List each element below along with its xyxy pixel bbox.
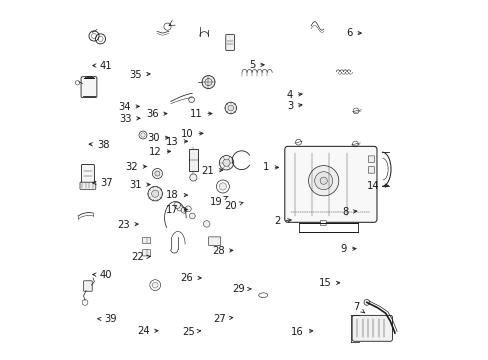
- Circle shape: [152, 282, 158, 288]
- Text: 14: 14: [366, 181, 387, 191]
- FancyBboxPatch shape: [83, 281, 92, 291]
- FancyBboxPatch shape: [81, 165, 94, 183]
- Text: 9: 9: [340, 244, 355, 254]
- Circle shape: [189, 213, 195, 219]
- Text: 13: 13: [166, 137, 187, 147]
- Text: 33: 33: [120, 114, 140, 124]
- Circle shape: [189, 174, 197, 181]
- Circle shape: [185, 206, 191, 212]
- Text: 2: 2: [274, 216, 291, 226]
- Text: 4: 4: [286, 90, 302, 100]
- FancyBboxPatch shape: [367, 156, 374, 162]
- Text: 11: 11: [189, 109, 212, 119]
- Text: 10: 10: [181, 129, 203, 139]
- Circle shape: [314, 172, 332, 190]
- Circle shape: [202, 76, 215, 89]
- Text: 31: 31: [129, 180, 150, 190]
- Text: 6: 6: [346, 28, 361, 38]
- Circle shape: [320, 177, 326, 184]
- FancyBboxPatch shape: [142, 237, 150, 244]
- Text: 8: 8: [342, 207, 356, 217]
- Text: 23: 23: [117, 220, 138, 230]
- FancyBboxPatch shape: [284, 147, 376, 222]
- Circle shape: [181, 207, 186, 213]
- FancyBboxPatch shape: [189, 149, 197, 171]
- Circle shape: [223, 159, 230, 166]
- Circle shape: [219, 156, 233, 170]
- Circle shape: [219, 183, 226, 190]
- Circle shape: [204, 78, 212, 86]
- Text: 32: 32: [125, 162, 146, 172]
- Text: 21: 21: [201, 166, 223, 176]
- Text: 39: 39: [98, 314, 117, 324]
- Text: 12: 12: [149, 147, 170, 157]
- Text: 17: 17: [166, 204, 187, 215]
- Text: 1: 1: [263, 162, 278, 172]
- Text: 27: 27: [213, 314, 232, 324]
- FancyBboxPatch shape: [208, 237, 220, 246]
- Circle shape: [224, 102, 236, 114]
- Text: 26: 26: [180, 273, 201, 283]
- Text: 20: 20: [224, 201, 243, 211]
- FancyBboxPatch shape: [351, 315, 392, 341]
- Text: 29: 29: [232, 284, 250, 294]
- FancyBboxPatch shape: [320, 220, 325, 225]
- Text: 28: 28: [212, 246, 232, 256]
- Circle shape: [308, 166, 338, 196]
- FancyBboxPatch shape: [80, 182, 96, 189]
- Circle shape: [188, 97, 194, 103]
- Text: 18: 18: [166, 190, 187, 200]
- Circle shape: [152, 168, 162, 179]
- Text: 5: 5: [248, 60, 264, 70]
- FancyBboxPatch shape: [142, 249, 150, 256]
- Circle shape: [174, 202, 180, 208]
- FancyBboxPatch shape: [81, 77, 97, 98]
- Text: 25: 25: [182, 327, 200, 337]
- Circle shape: [155, 171, 160, 176]
- Text: 3: 3: [286, 101, 302, 111]
- Text: 40: 40: [93, 270, 112, 280]
- Text: 22: 22: [131, 252, 150, 262]
- Circle shape: [141, 133, 145, 137]
- Circle shape: [363, 300, 369, 305]
- Circle shape: [203, 221, 209, 227]
- Text: 37: 37: [93, 178, 112, 188]
- Text: 41: 41: [93, 60, 112, 71]
- Text: 34: 34: [119, 102, 139, 112]
- Text: 19: 19: [210, 196, 228, 207]
- Circle shape: [151, 190, 159, 197]
- Text: 30: 30: [147, 133, 168, 143]
- Circle shape: [227, 105, 233, 111]
- Text: 7: 7: [353, 302, 364, 313]
- Circle shape: [148, 186, 162, 201]
- Text: 36: 36: [146, 109, 166, 119]
- Text: 38: 38: [89, 140, 109, 150]
- Text: 35: 35: [129, 69, 150, 80]
- Text: 16: 16: [290, 327, 312, 337]
- FancyBboxPatch shape: [367, 167, 374, 173]
- Text: 24: 24: [137, 326, 158, 336]
- FancyBboxPatch shape: [225, 35, 234, 50]
- Text: 15: 15: [318, 278, 339, 288]
- Circle shape: [177, 205, 182, 211]
